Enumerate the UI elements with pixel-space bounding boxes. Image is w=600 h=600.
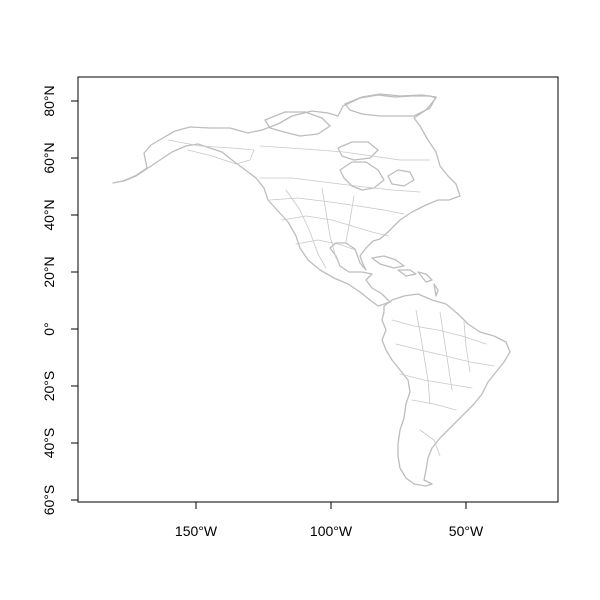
hudson-bay-outline	[339, 161, 385, 191]
y-tick-label: 40°S	[41, 428, 57, 459]
internal-boundaries	[167, 139, 495, 457]
y-tick-label: 60°S	[41, 485, 57, 516]
y-axis: 80°N 60°N 40°N 20°N 0° 20°S 40°S 60°S	[41, 85, 79, 516]
y-tick-label: 80°N	[41, 85, 57, 116]
caribbean-islands-outline	[371, 255, 439, 297]
y-tick-label: 20°N	[41, 256, 57, 287]
x-tick-label: 100°W	[310, 523, 353, 539]
x-tick-label: 150°W	[175, 523, 218, 539]
y-tick-label: 60°N	[41, 142, 57, 173]
south-america-outline	[381, 293, 511, 487]
y-tick-label: 20°S	[41, 371, 57, 402]
north-america-outline	[112, 94, 461, 307]
x-tick-label: 50°W	[449, 523, 484, 539]
x-axis: 150°W 100°W 50°W	[175, 501, 484, 539]
y-tick-label: 40°N	[41, 199, 57, 230]
map-shapes	[112, 93, 511, 487]
arctic-islands-outline	[264, 93, 437, 187]
y-tick-label: 0°	[41, 322, 57, 335]
